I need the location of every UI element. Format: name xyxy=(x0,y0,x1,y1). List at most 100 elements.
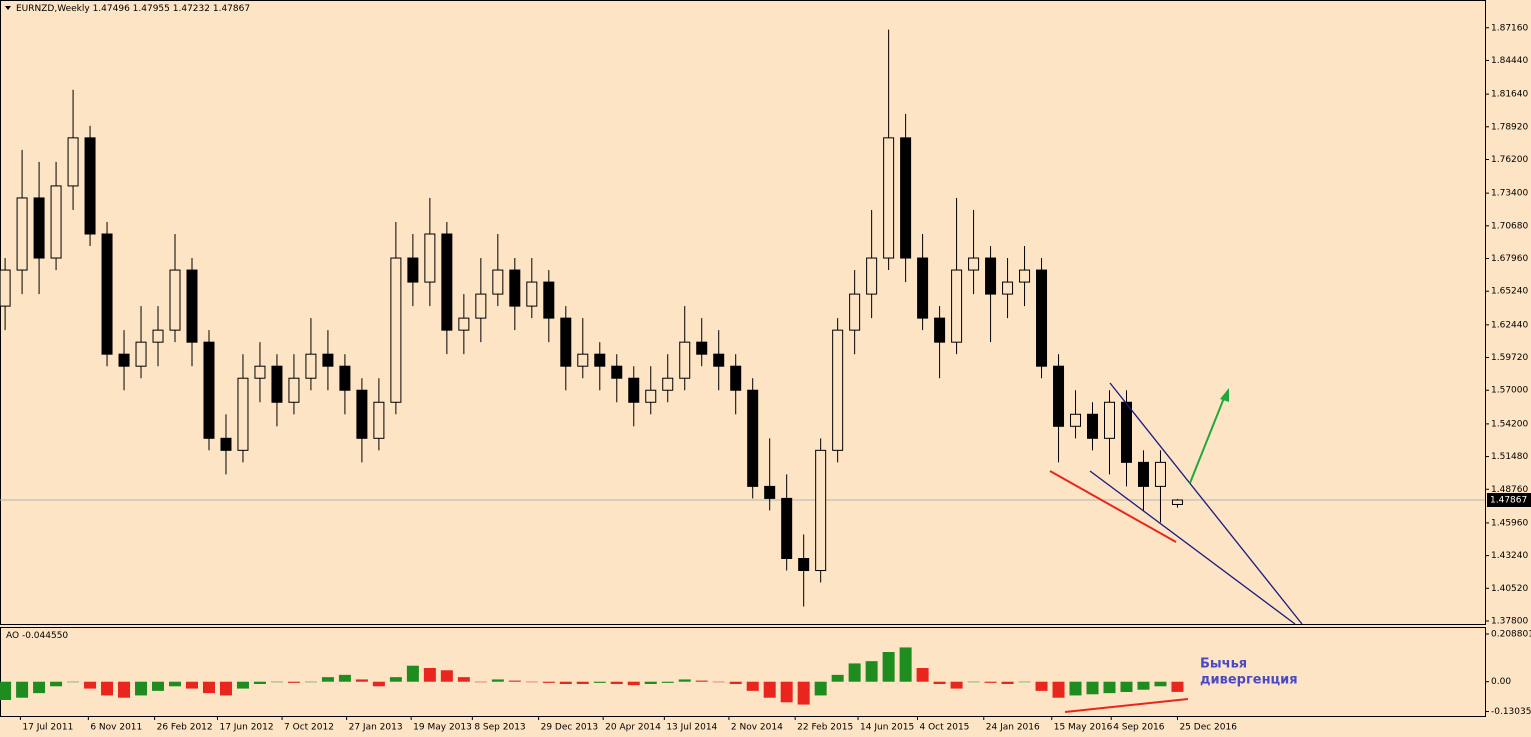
ao-bar xyxy=(423,668,436,682)
ao-bar xyxy=(644,681,657,684)
header: EURNZD,Weekly 1.47496 1.47955 1.47232 1.… xyxy=(16,4,250,14)
ao-bar xyxy=(559,681,572,684)
candle-body xyxy=(1019,269,1031,283)
y-tick-label: 1.51480 xyxy=(1491,452,1528,462)
candle-body xyxy=(849,293,861,331)
candle-body xyxy=(339,365,351,391)
ao-bar xyxy=(0,681,12,700)
ao-bar xyxy=(576,681,589,684)
candle-body xyxy=(509,269,521,307)
candle-body xyxy=(254,365,266,379)
candle-body xyxy=(237,377,249,451)
ao-bar xyxy=(67,681,80,683)
ao-bar xyxy=(118,681,131,698)
x-tick-label: 17 Jun 2012 xyxy=(219,723,273,733)
ao-bar xyxy=(610,681,623,684)
ohlc-high: 1.47955 xyxy=(133,4,170,14)
candle-body xyxy=(441,233,453,331)
candle-body xyxy=(101,233,113,355)
ohlc-open: 1.47496 xyxy=(93,4,130,14)
price-label-box xyxy=(1487,493,1531,508)
x-tick-label: 4 Sep 2016 xyxy=(1113,723,1165,733)
x-tick-label: 15 May 2016 xyxy=(1054,723,1113,733)
ao-bar xyxy=(967,681,980,683)
y-tick-label: 1.67960 xyxy=(1491,254,1528,264)
ao-bar xyxy=(372,681,385,687)
ao-bar xyxy=(1018,681,1031,683)
ao-bar xyxy=(933,681,946,684)
divergence-line[interactable] xyxy=(1049,470,1177,543)
y-tick-label: 1.45960 xyxy=(1491,518,1528,528)
ao-bar xyxy=(236,681,249,689)
candle-body xyxy=(152,329,164,343)
ao-bar xyxy=(1035,681,1048,691)
ao-bar xyxy=(1171,681,1184,692)
x-tick-label: 13 Jul 2014 xyxy=(666,723,717,733)
candle-body xyxy=(883,137,895,259)
ao-bar xyxy=(321,677,334,682)
candle-body xyxy=(84,137,96,235)
candle-body xyxy=(1154,461,1166,487)
x-tick-label: 6 Nov 2011 xyxy=(90,723,142,733)
candle-body xyxy=(730,365,742,391)
ao-bar xyxy=(1154,681,1167,687)
ao-bar xyxy=(780,681,793,703)
x-tick-label: 7 Oct 2012 xyxy=(284,723,334,733)
candle-body xyxy=(220,437,232,451)
ao-bar xyxy=(1086,681,1099,695)
candle-body xyxy=(560,317,572,367)
candle-body xyxy=(968,257,980,271)
candle-body xyxy=(917,257,929,319)
candle-body xyxy=(33,197,45,259)
candle-body xyxy=(390,257,402,403)
ao-bar xyxy=(1137,681,1150,690)
ao-bar xyxy=(440,670,453,682)
candle-body xyxy=(492,269,504,295)
ao-bar xyxy=(746,681,759,691)
ao-bar xyxy=(389,677,402,682)
candle-body xyxy=(1120,401,1132,463)
candle-body xyxy=(288,377,300,403)
candle-body xyxy=(1137,461,1149,487)
y-tick-label: 1.48760 xyxy=(1491,485,1528,495)
candle-body xyxy=(305,353,317,379)
candle-body xyxy=(645,389,657,403)
candle-body xyxy=(424,233,436,283)
y-tick-label: 0.00 xyxy=(1491,677,1511,687)
ao-bar xyxy=(899,647,912,682)
candle-body xyxy=(1053,365,1065,427)
candle-body xyxy=(16,197,28,271)
trendline[interactable] xyxy=(1109,382,1303,625)
divergence-line[interactable] xyxy=(1064,698,1189,713)
y-tick-label: 1.84440 xyxy=(1491,56,1528,66)
y-tick-label: 1.65240 xyxy=(1491,287,1528,297)
candle-body xyxy=(900,137,912,259)
candle-body xyxy=(866,257,878,295)
x-tick-label: 19 May 2013 xyxy=(413,723,472,733)
ao-bar xyxy=(16,681,29,698)
ao-bar xyxy=(763,681,776,698)
y-tick-label: 1.37800 xyxy=(1491,616,1528,626)
candle-body xyxy=(1104,401,1116,439)
ao-bar xyxy=(270,681,283,683)
candle-body xyxy=(543,281,555,319)
candle-body xyxy=(696,341,708,355)
candle-body xyxy=(1171,499,1183,505)
x-tick-label: 22 Feb 2015 xyxy=(797,723,853,733)
x-tick-label: 17 Jul 2011 xyxy=(22,723,73,733)
menu-arrow[interactable] xyxy=(5,6,11,10)
main-pane xyxy=(0,0,1486,625)
candle-body xyxy=(169,269,181,331)
candle-body xyxy=(713,353,725,367)
arrow[interactable] xyxy=(1189,397,1225,484)
y-tick-label: -0.130353 xyxy=(1491,707,1531,717)
candle-body xyxy=(577,353,589,367)
ao-bar xyxy=(491,679,504,682)
trendline[interactable] xyxy=(1089,470,1296,625)
candle-body xyxy=(611,365,623,379)
candle-body xyxy=(407,257,419,283)
ao-bar xyxy=(950,681,963,689)
ao-bar xyxy=(729,681,742,684)
drawings xyxy=(1049,382,1303,713)
